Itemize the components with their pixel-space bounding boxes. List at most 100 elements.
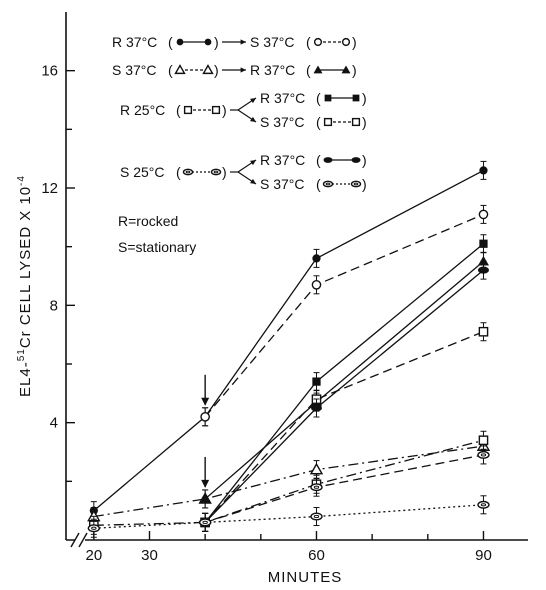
series-line-9 xyxy=(204,269,484,523)
marker-filled-circle xyxy=(176,38,184,46)
filled-circle-marker xyxy=(312,254,321,263)
markers-layer xyxy=(87,160,491,538)
open-square-marker xyxy=(478,326,489,337)
legend-arrow-head xyxy=(250,98,256,104)
y-tick-label: 12 xyxy=(41,180,58,197)
marker-filled-circle xyxy=(312,254,321,263)
legend-paren: ) xyxy=(362,114,367,130)
x-axis-title: MINUTES xyxy=(268,569,343,586)
legend-to-label: R 37°C xyxy=(250,62,295,78)
filled-triangle-marker xyxy=(313,65,323,74)
legend-to-label: S 37°C xyxy=(260,114,305,130)
y-tick-label: 4 xyxy=(50,415,58,432)
filled-triangle-marker xyxy=(341,65,351,74)
marker-open-triangle xyxy=(174,64,186,75)
marker-open-oval xyxy=(477,500,490,509)
marker-filled-circle xyxy=(204,38,212,46)
marker-filled-triangle xyxy=(199,493,211,504)
marker-filled-square xyxy=(479,239,488,248)
chart-axes: 4 8 12 16 20 30 60 90 MINUTES EL4-51Cr CELL LYSED… xyxy=(16,12,528,586)
legend-arrow-head xyxy=(250,178,256,184)
legend-paren: ) xyxy=(362,90,367,106)
legend-paren: ( xyxy=(316,176,321,192)
legend-arrow-head xyxy=(240,67,246,73)
filled-oval-marker xyxy=(310,404,322,412)
y-tick-label: 8 xyxy=(50,297,58,314)
legend-paren: ) xyxy=(222,164,227,180)
marker-open-circle xyxy=(311,279,322,290)
open-oval-marker xyxy=(477,500,490,509)
open-square-marker xyxy=(478,435,489,446)
legend-paren: ( xyxy=(168,34,173,50)
legend-paren: ) xyxy=(352,62,357,78)
open-oval-inner xyxy=(185,170,191,174)
legend-paren: ( xyxy=(306,34,311,50)
legend-to-label: S 37°C xyxy=(250,34,295,50)
series-line-7 xyxy=(204,331,484,523)
open-square-marker xyxy=(323,117,333,127)
filled-square-marker xyxy=(479,239,488,248)
marker-open-square xyxy=(478,435,489,446)
legend-paren: ) xyxy=(352,34,357,50)
open-oval-marker xyxy=(322,180,334,188)
legend-note: S=stationary xyxy=(118,239,196,255)
legend-paren: ( xyxy=(316,114,321,130)
legend-symbol: () xyxy=(316,90,367,106)
filled-square-marker xyxy=(312,377,321,386)
legend-to-label: R 37°C xyxy=(260,152,305,168)
legend-arrow-head xyxy=(240,39,246,45)
axis-break-mark xyxy=(78,532,88,548)
arrow-indicator-head xyxy=(201,479,210,488)
open-oval-marker xyxy=(477,450,490,459)
legend-from-label: R 25°C xyxy=(120,102,165,118)
legend-from-label: R 37°C xyxy=(112,34,157,50)
open-oval-inner xyxy=(313,514,320,519)
open-oval-marker xyxy=(87,524,101,533)
open-oval-marker xyxy=(310,512,323,521)
marker-open-triangle xyxy=(202,64,214,75)
open-square-marker xyxy=(183,105,193,115)
open-circle-marker xyxy=(478,209,489,220)
filled-square-marker xyxy=(352,94,360,102)
legend-symbol: () xyxy=(316,152,367,168)
marker-open-oval xyxy=(310,512,323,521)
legend-from-label: S 37°C xyxy=(112,62,157,78)
series-line-5 xyxy=(93,439,484,526)
filled-oval-marker xyxy=(351,157,361,163)
legend-symbol: () xyxy=(176,164,227,180)
legend-symbol: () xyxy=(306,62,357,78)
marker-filled-triangle xyxy=(341,65,351,74)
legend-paren: ) xyxy=(214,34,219,50)
marker-open-square xyxy=(478,326,489,337)
marker-open-circle xyxy=(478,209,489,220)
marker-filled-oval xyxy=(477,266,489,274)
marker-open-oval xyxy=(210,168,222,176)
open-oval-inner xyxy=(325,182,331,186)
filled-circle-marker xyxy=(479,166,488,175)
open-circle-marker xyxy=(341,37,351,47)
legend-paren: ( xyxy=(168,62,173,78)
marker-filled-oval xyxy=(323,157,333,163)
open-oval-marker xyxy=(198,518,212,527)
legend: R 37°C () S 37°C () S 37°C () R 37°C () R 25°C ()… xyxy=(112,34,367,255)
series-line-1 xyxy=(93,169,484,512)
open-circle-marker xyxy=(313,37,323,47)
legend-paren: ) xyxy=(222,102,227,118)
legend-paren: ( xyxy=(306,62,311,78)
x-tick-label: 90 xyxy=(475,547,492,564)
series-line-3 xyxy=(93,445,484,518)
y-axis-title: EL4-51Cr CELL LYSED X 10-4 xyxy=(16,175,34,397)
legend-paren: ) xyxy=(362,176,367,192)
filled-circle-marker xyxy=(204,38,212,46)
legend-arrow-head xyxy=(250,116,256,122)
open-oval-marker xyxy=(210,168,222,176)
y-tick-label: 16 xyxy=(41,63,58,80)
legend-symbol: () xyxy=(168,62,219,78)
marker-filled-square xyxy=(324,94,332,102)
marker-filled-square xyxy=(352,94,360,102)
marker-filled-oval xyxy=(310,404,322,412)
legend-paren: ( xyxy=(176,102,181,118)
open-square-marker xyxy=(351,117,361,127)
open-circle-marker xyxy=(311,279,322,290)
